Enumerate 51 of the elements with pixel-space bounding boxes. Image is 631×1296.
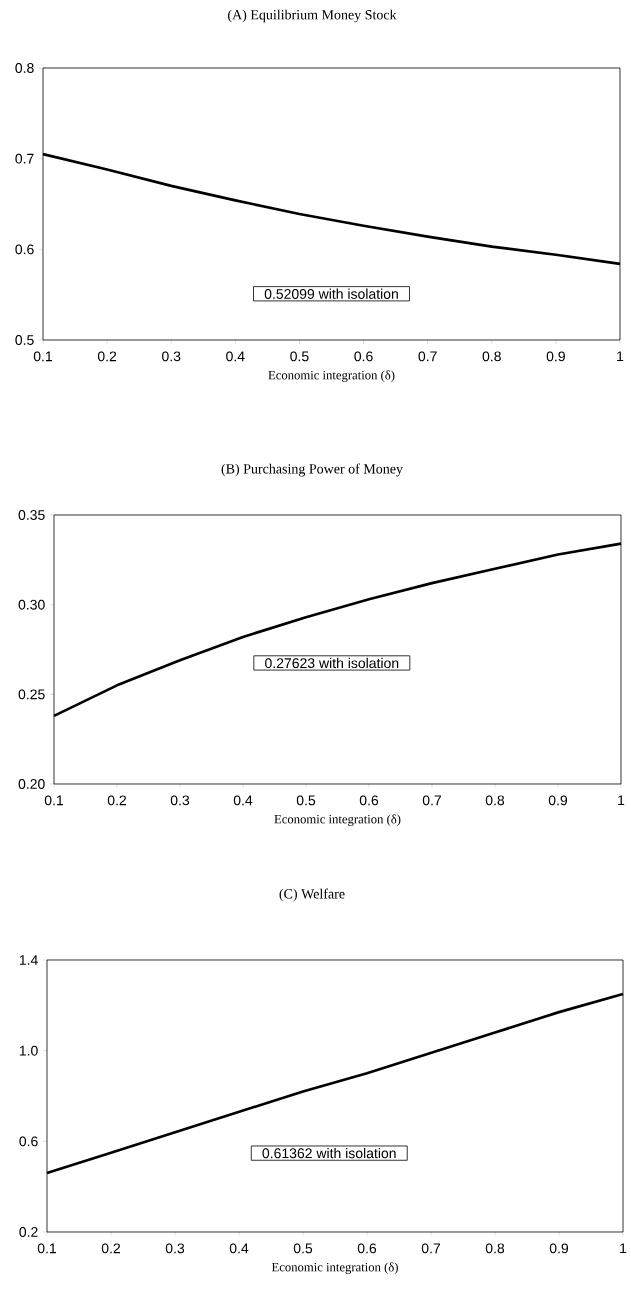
x-tick-label: 0.1 bbox=[37, 1243, 56, 1254]
x-tick-label: 0.1 bbox=[33, 351, 52, 362]
annotation: 0.27623 with isolation bbox=[264, 657, 399, 669]
y-tick-label: 0.5 bbox=[15, 335, 34, 345]
x-tick-label: 0.9 bbox=[549, 1243, 568, 1254]
y-tick-label: 0.20 bbox=[18, 779, 45, 789]
x-tick-label: 0.7 bbox=[422, 795, 441, 806]
y-tick-label: 0.8 bbox=[15, 63, 34, 73]
x-tick-label: 1 bbox=[620, 1243, 627, 1254]
x-tick-label: 0.5 bbox=[293, 1243, 312, 1254]
x-tick-label: 0.9 bbox=[548, 795, 567, 806]
y-tick-label: 0.6 bbox=[15, 244, 34, 255]
x-tick-label: 0.7 bbox=[418, 351, 437, 362]
chart-title: (B) Purchasing Power of Money bbox=[221, 463, 403, 477]
x-tick-label: 1 bbox=[618, 795, 625, 805]
x-tick-label: 0.2 bbox=[97, 351, 116, 362]
x-tick-label: 0.4 bbox=[225, 351, 245, 362]
x-axis-title: Economic integration (δ) bbox=[274, 814, 401, 827]
x-tick-label: 0.2 bbox=[107, 795, 126, 806]
y-tick-label: 1.0 bbox=[19, 1045, 38, 1056]
chart-title: (C) Welfare bbox=[279, 888, 345, 902]
x-tick-label: 0.4 bbox=[233, 795, 253, 806]
y-tick-label: 0.30 bbox=[18, 599, 45, 610]
x-tick-label: 0.5 bbox=[296, 795, 315, 806]
y-tick-label: 0.2 bbox=[19, 1227, 38, 1237]
x-tick-label: 0.3 bbox=[165, 1243, 184, 1254]
x-tick-label: 0.5 bbox=[290, 351, 309, 362]
x-tick-label: 0.3 bbox=[170, 795, 189, 806]
y-tick-label: 0.7 bbox=[15, 153, 34, 164]
x-axis-title: Economic integration (δ) bbox=[268, 370, 395, 383]
x-tick-label: 0.6 bbox=[354, 351, 373, 362]
annotation: 0.52099 with isolation bbox=[264, 288, 398, 299]
x-axis-title: Economic integration (δ) bbox=[271, 1262, 398, 1275]
x-tick-label: 0.8 bbox=[485, 1243, 504, 1254]
x-tick-label: 0.9 bbox=[546, 351, 565, 362]
y-tick-label: 1.4 bbox=[19, 955, 38, 965]
x-tick-label: 0.1 bbox=[44, 795, 63, 806]
x-tick-label: 0.6 bbox=[357, 1243, 376, 1254]
y-tick-label: 0.6 bbox=[19, 1136, 38, 1147]
x-tick-label: 0.8 bbox=[485, 795, 504, 806]
x-tick-label: 0.2 bbox=[101, 1243, 120, 1254]
x-tick-label: 1 bbox=[617, 351, 624, 361]
y-tick-label: 0.35 bbox=[18, 510, 45, 520]
annotation: 0.61362 with isolation bbox=[262, 1147, 396, 1159]
x-tick-label: 0.7 bbox=[421, 1243, 440, 1254]
x-tick-label: 0.4 bbox=[229, 1243, 249, 1254]
x-tick-label: 0.3 bbox=[161, 351, 181, 362]
chart-title: (A) Equilibrium Money Stock bbox=[227, 9, 397, 23]
x-tick-label: 0.8 bbox=[482, 351, 501, 362]
y-tick-label: 0.25 bbox=[18, 689, 45, 700]
x-tick-label: 0.6 bbox=[359, 795, 378, 806]
